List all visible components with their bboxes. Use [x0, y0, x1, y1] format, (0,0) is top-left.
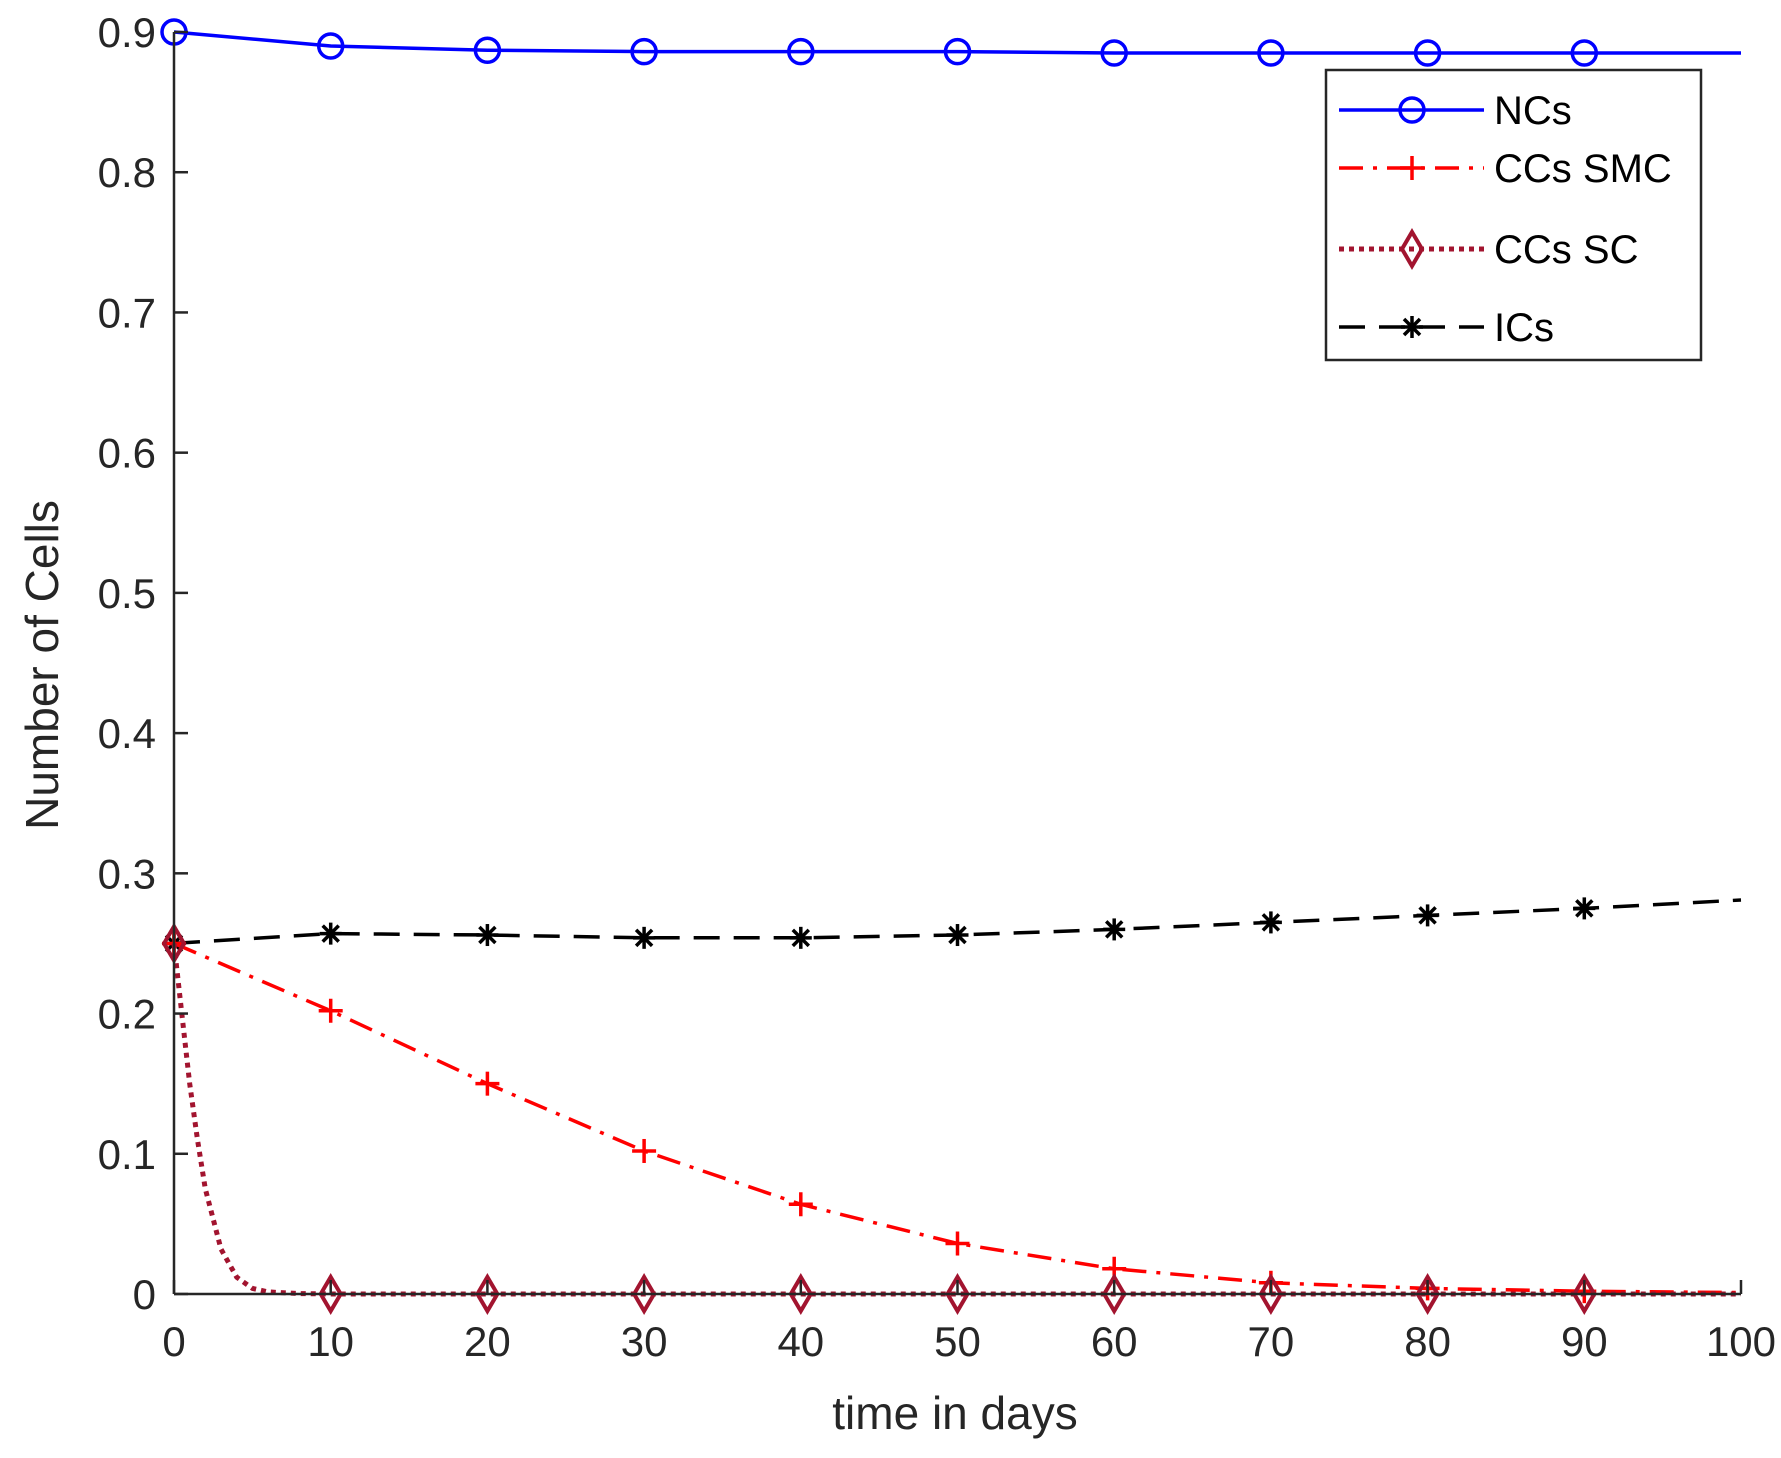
- legend-label-ics: ICs: [1494, 306, 1554, 350]
- data-point-ncs: [316, 32, 345, 60]
- x-tick-label: 70: [1248, 1318, 1295, 1365]
- y-tick-label: 0.1: [98, 1131, 156, 1178]
- legend-label-ccs-sc: CCs SC: [1494, 228, 1638, 272]
- legend-item-ics: ICs: [1339, 306, 1554, 350]
- series-ccs-smc: [162, 931, 1742, 1304]
- data-point-ics: [1103, 918, 1126, 941]
- legend: NCs CCs SMC CCs SC ICs: [1324, 68, 1703, 362]
- tick-labels: 0 10 20 30 40 50 60 70 80 90 100 0 0.1 0.2 0.3 0.4 0.5 0.…: [98, 9, 1776, 1365]
- x-tick-label: 40: [777, 1318, 824, 1365]
- y-tick-label: 0: [133, 1271, 156, 1318]
- axes: [172, 30, 1743, 1296]
- x-tick-label: 10: [307, 1318, 354, 1365]
- x-tick-label: 100: [1706, 1318, 1776, 1365]
- legend-label-ccs-smc: CCs SMC: [1494, 147, 1672, 191]
- legend-item-ccs-sc: CCs SC: [1339, 228, 1638, 272]
- data-point-ics: [789, 926, 812, 949]
- x-tick-label: 60: [1091, 1318, 1138, 1365]
- y-tick-label: 0.7: [98, 289, 156, 336]
- data-point-ccs-smc: [318, 998, 343, 1023]
- x-tick-label: 20: [464, 1318, 511, 1365]
- legend-marker-ccs-sc: [1399, 228, 1425, 270]
- data-point-ics: [633, 926, 656, 949]
- x-tick-label: 90: [1561, 1318, 1608, 1365]
- data-point-ccs-sc: [1101, 1273, 1127, 1315]
- data-point-ncs: [1570, 39, 1599, 67]
- data-point-ics: [1573, 897, 1596, 920]
- y-axis-label: Number of Cells: [16, 500, 68, 830]
- series-line-ncs: [173, 30, 1741, 55]
- y-tick-label: 0.2: [98, 991, 156, 1038]
- data-point-ccs-smc: [475, 1071, 500, 1096]
- data-point-ncs: [630, 37, 658, 66]
- data-point-ccs-sc: [945, 1273, 970, 1315]
- x-tick-label: 50: [934, 1318, 981, 1365]
- x-tick-label: 30: [621, 1318, 668, 1365]
- series-ncs: [160, 18, 1741, 67]
- y-tick-label: 0.5: [98, 570, 156, 617]
- legend-item-ccs-smc: CCs SMC: [1339, 147, 1672, 191]
- data-point-ics: [1259, 911, 1282, 934]
- legend-box: [1324, 68, 1703, 362]
- series-ics: [163, 897, 1742, 955]
- y-tick-label: 0.6: [98, 430, 156, 477]
- data-point-ccs-sc: [1571, 1273, 1597, 1315]
- data-point-ncs: [787, 37, 815, 66]
- legend-marker-ncs: [1398, 96, 1426, 124]
- data-point-ics: [476, 924, 499, 947]
- data-point-ccs-smc: [788, 1192, 813, 1217]
- x-axis-label: time in days: [832, 1387, 1077, 1439]
- legend-marker-ics: [1401, 316, 1423, 338]
- legend-label-ncs: NCs: [1494, 89, 1572, 133]
- data-point-ccs-sc: [788, 1273, 814, 1315]
- series-ccs-sc: [161, 922, 1741, 1315]
- data-point-ncs: [1413, 39, 1442, 67]
- data-point-ccs-sc: [318, 1273, 344, 1315]
- y-tick-label: 0.8: [98, 149, 156, 196]
- data-point-ncs: [1257, 39, 1285, 67]
- data-point-ccs-sc: [1258, 1273, 1284, 1315]
- y-tick-label: 0.3: [98, 850, 156, 897]
- data-point-ncs: [473, 36, 502, 64]
- legend-marker-ccs-smc: [1400, 156, 1424, 180]
- x-tick-label: 0: [162, 1318, 185, 1365]
- data-point-ics: [946, 924, 969, 947]
- data-point-ics: [319, 922, 342, 945]
- data-point-ics: [1416, 904, 1439, 927]
- data-point-ccs-sc: [631, 1273, 657, 1315]
- data-point-ccs-sc: [1415, 1273, 1440, 1315]
- data-point-ncs: [1100, 39, 1128, 67]
- data-point-ncs: [943, 37, 972, 66]
- y-tick-label: 0.9: [98, 9, 156, 56]
- y-tick-label: 0.4: [98, 710, 156, 757]
- data-point-ccs-smc: [945, 1231, 970, 1256]
- legend-item-ncs: NCs: [1339, 89, 1572, 133]
- x-tick-label: 80: [1404, 1318, 1451, 1365]
- data-point-ccs-sc: [475, 1273, 500, 1315]
- data-point-ccs-smc: [632, 1138, 657, 1163]
- series-line-ccs-smc: [173, 941, 1742, 1295]
